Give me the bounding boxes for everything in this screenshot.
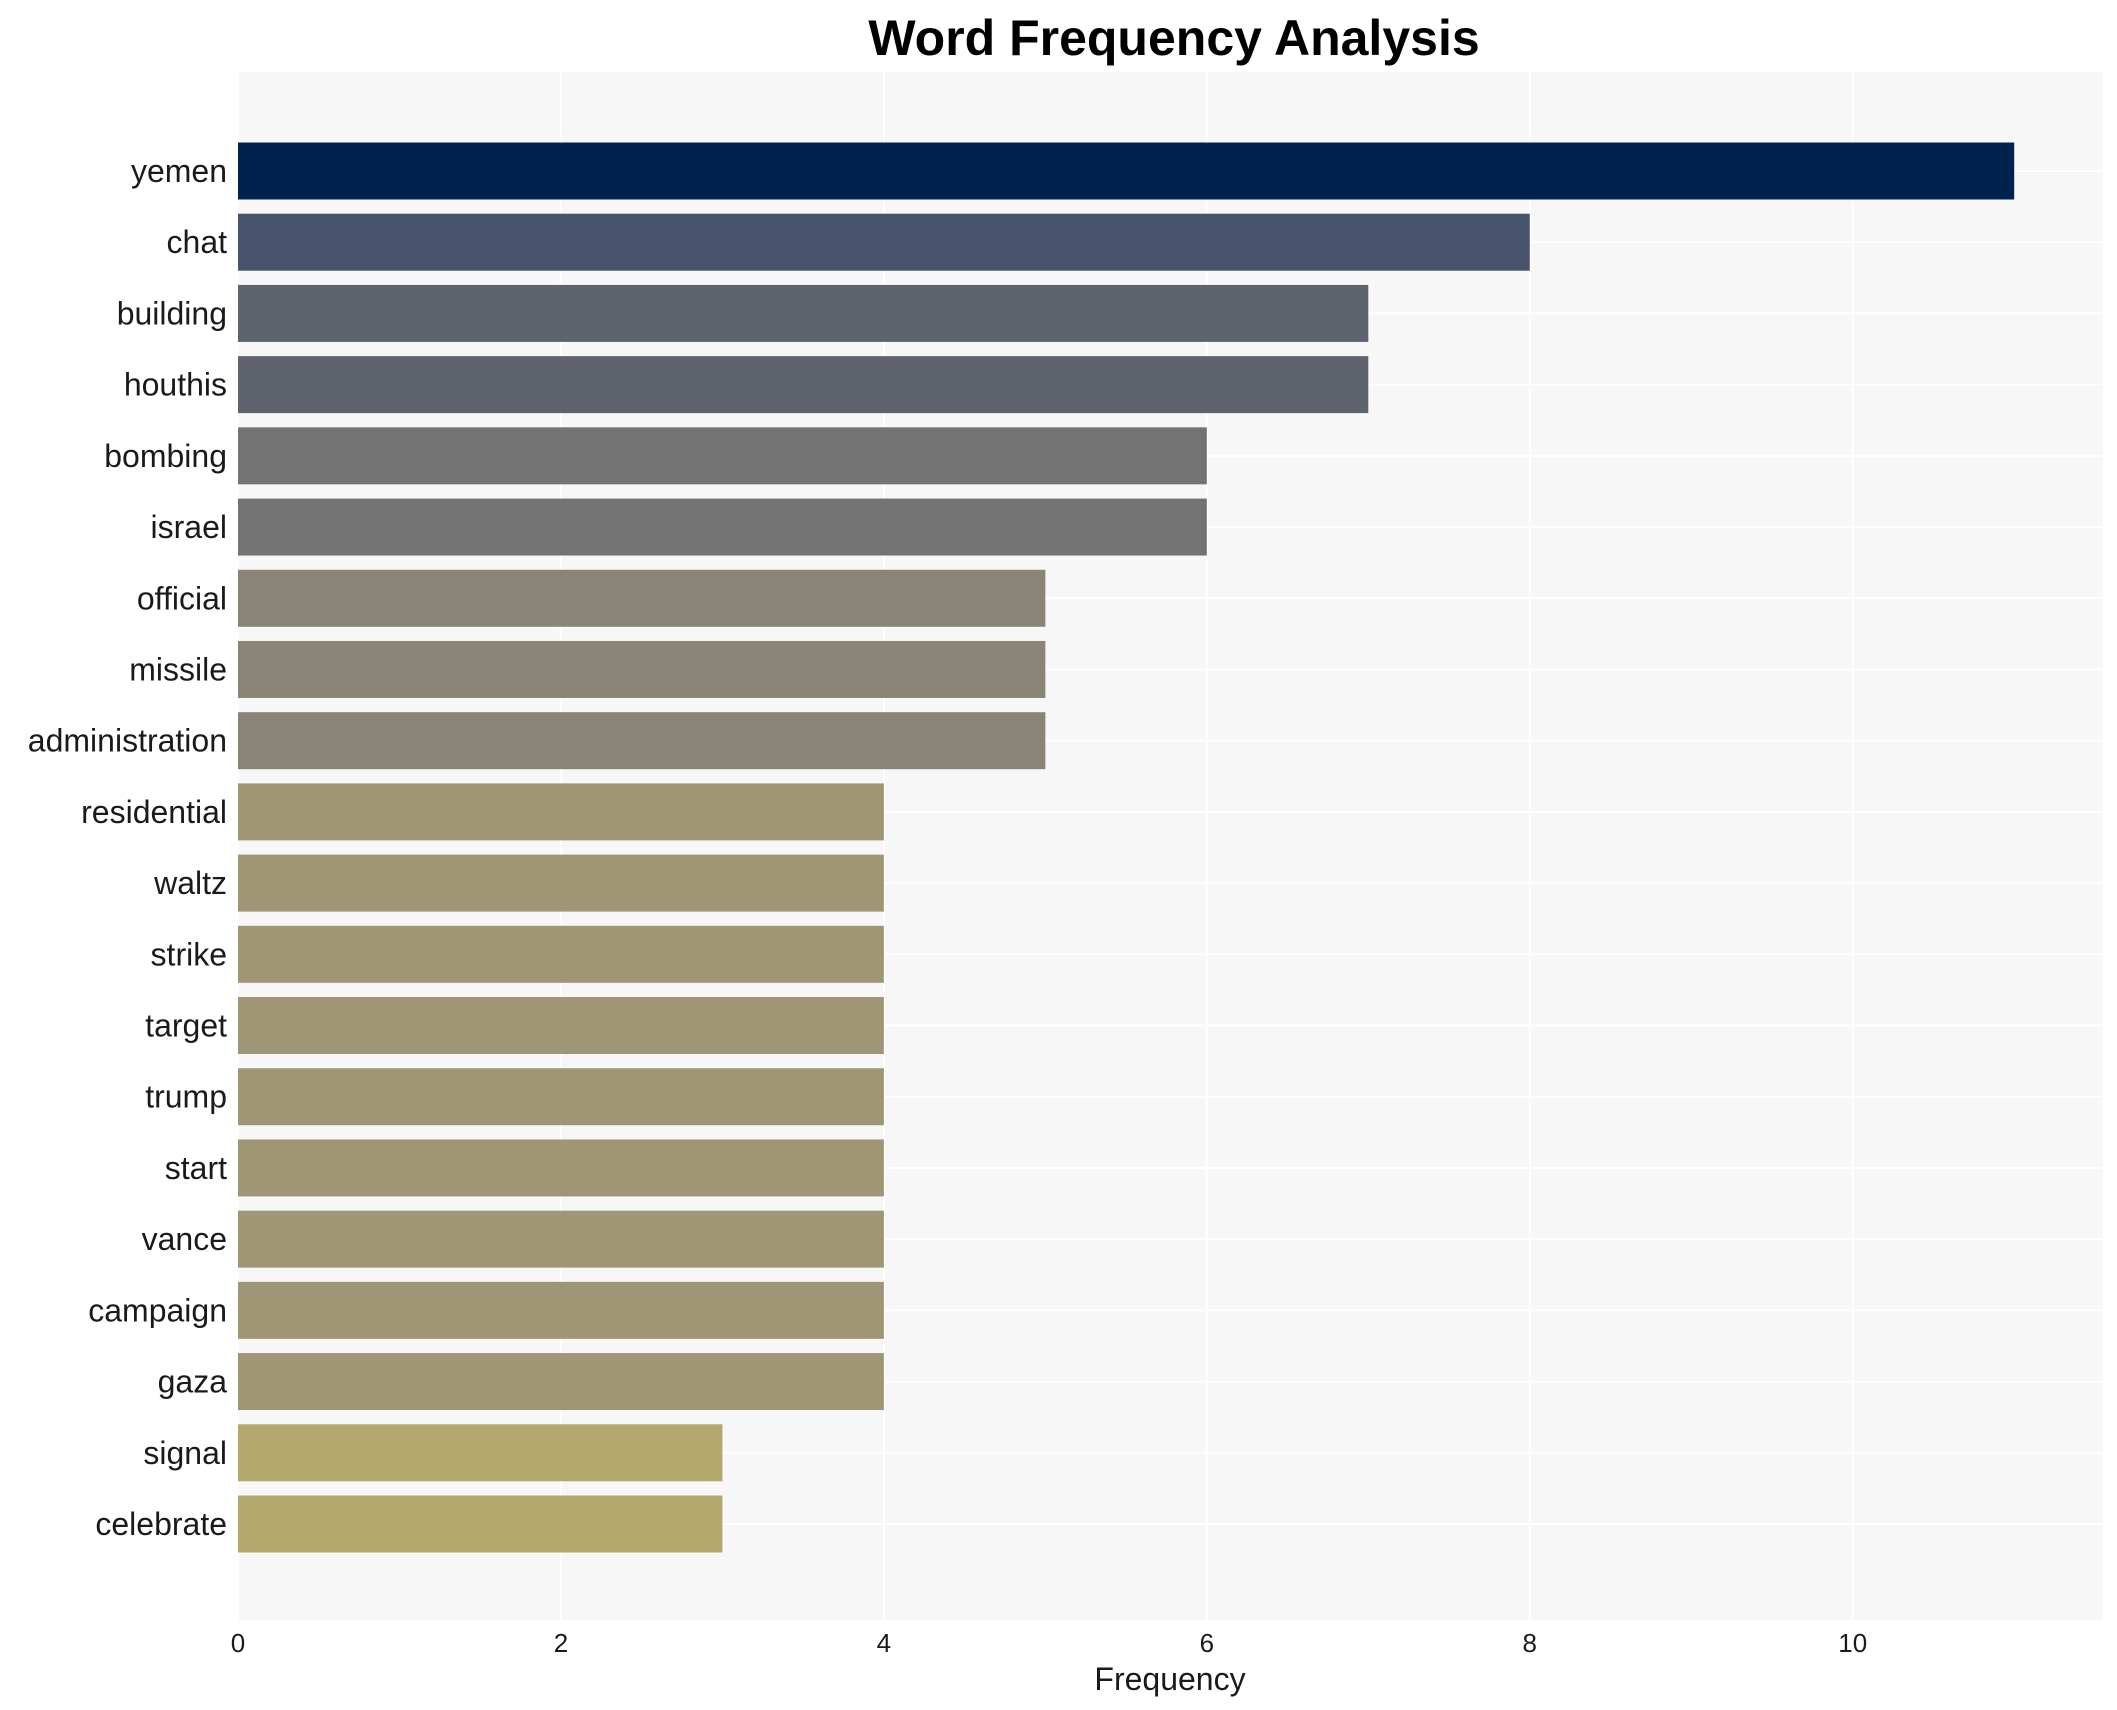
x-tick-label: 0 bbox=[231, 1628, 245, 1658]
bar-chat bbox=[238, 213, 1530, 271]
x-tick-label: 4 bbox=[877, 1628, 891, 1658]
x-tick-label: 8 bbox=[1523, 1628, 1537, 1658]
bar-celebrate bbox=[238, 1495, 723, 1553]
x-tick-label: 2 bbox=[554, 1628, 568, 1658]
bar-yemen bbox=[238, 142, 2015, 200]
category-label-campaign: campaign bbox=[88, 1292, 227, 1328]
bar-official bbox=[238, 569, 1046, 627]
bar-strike bbox=[238, 925, 884, 983]
x-tick-label: 6 bbox=[1200, 1628, 1214, 1658]
category-label-chat: chat bbox=[167, 224, 228, 260]
bars bbox=[238, 142, 2015, 1553]
bar-missile bbox=[238, 640, 1046, 698]
bar-target bbox=[238, 997, 884, 1055]
category-label-gaza: gaza bbox=[158, 1364, 228, 1400]
category-label-target: target bbox=[145, 1008, 227, 1044]
category-label-houthis: houthis bbox=[124, 367, 227, 403]
category-label-strike: strike bbox=[151, 936, 227, 972]
bar-residential bbox=[238, 783, 884, 841]
bar-start bbox=[238, 1139, 884, 1197]
category-label-trump: trump bbox=[145, 1079, 227, 1115]
category-label-signal: signal bbox=[143, 1435, 227, 1471]
category-label-vance: vance bbox=[142, 1221, 227, 1257]
chart-title: Word Frequency Analysis bbox=[868, 10, 1479, 66]
category-label-waltz: waltz bbox=[153, 865, 227, 901]
bar-waltz bbox=[238, 854, 884, 912]
category-label-yemen: yemen bbox=[131, 153, 227, 189]
bar-signal bbox=[238, 1424, 723, 1482]
category-label-bombing: bombing bbox=[104, 438, 227, 474]
bar-vance bbox=[238, 1210, 884, 1268]
bar-gaza bbox=[238, 1353, 884, 1411]
bar-israel bbox=[238, 498, 1207, 556]
category-label-missile: missile bbox=[129, 651, 227, 687]
bar-campaign bbox=[238, 1281, 884, 1339]
category-label-administration: administration bbox=[28, 723, 227, 759]
bar-building bbox=[238, 284, 1369, 342]
category-label-official: official bbox=[137, 580, 227, 616]
category-label-israel: israel bbox=[151, 509, 227, 545]
category-label-start: start bbox=[165, 1150, 227, 1186]
category-label-celebrate: celebrate bbox=[95, 1506, 227, 1542]
bar-trump bbox=[238, 1068, 884, 1126]
x-tick-labels: 0 2 4 6 8 10 bbox=[231, 1628, 1867, 1658]
bar-bombing bbox=[238, 427, 1207, 485]
bar-administration bbox=[238, 712, 1046, 770]
bar-houthis bbox=[238, 356, 1369, 414]
category-labels: yemen chat building houthis bombing israel off… bbox=[28, 153, 227, 1542]
x-tick-label: 10 bbox=[1838, 1628, 1867, 1658]
category-label-residential: residential bbox=[81, 794, 227, 830]
category-label-building: building bbox=[117, 295, 227, 331]
x-axis-title: Frequency bbox=[1094, 1661, 1245, 1697]
